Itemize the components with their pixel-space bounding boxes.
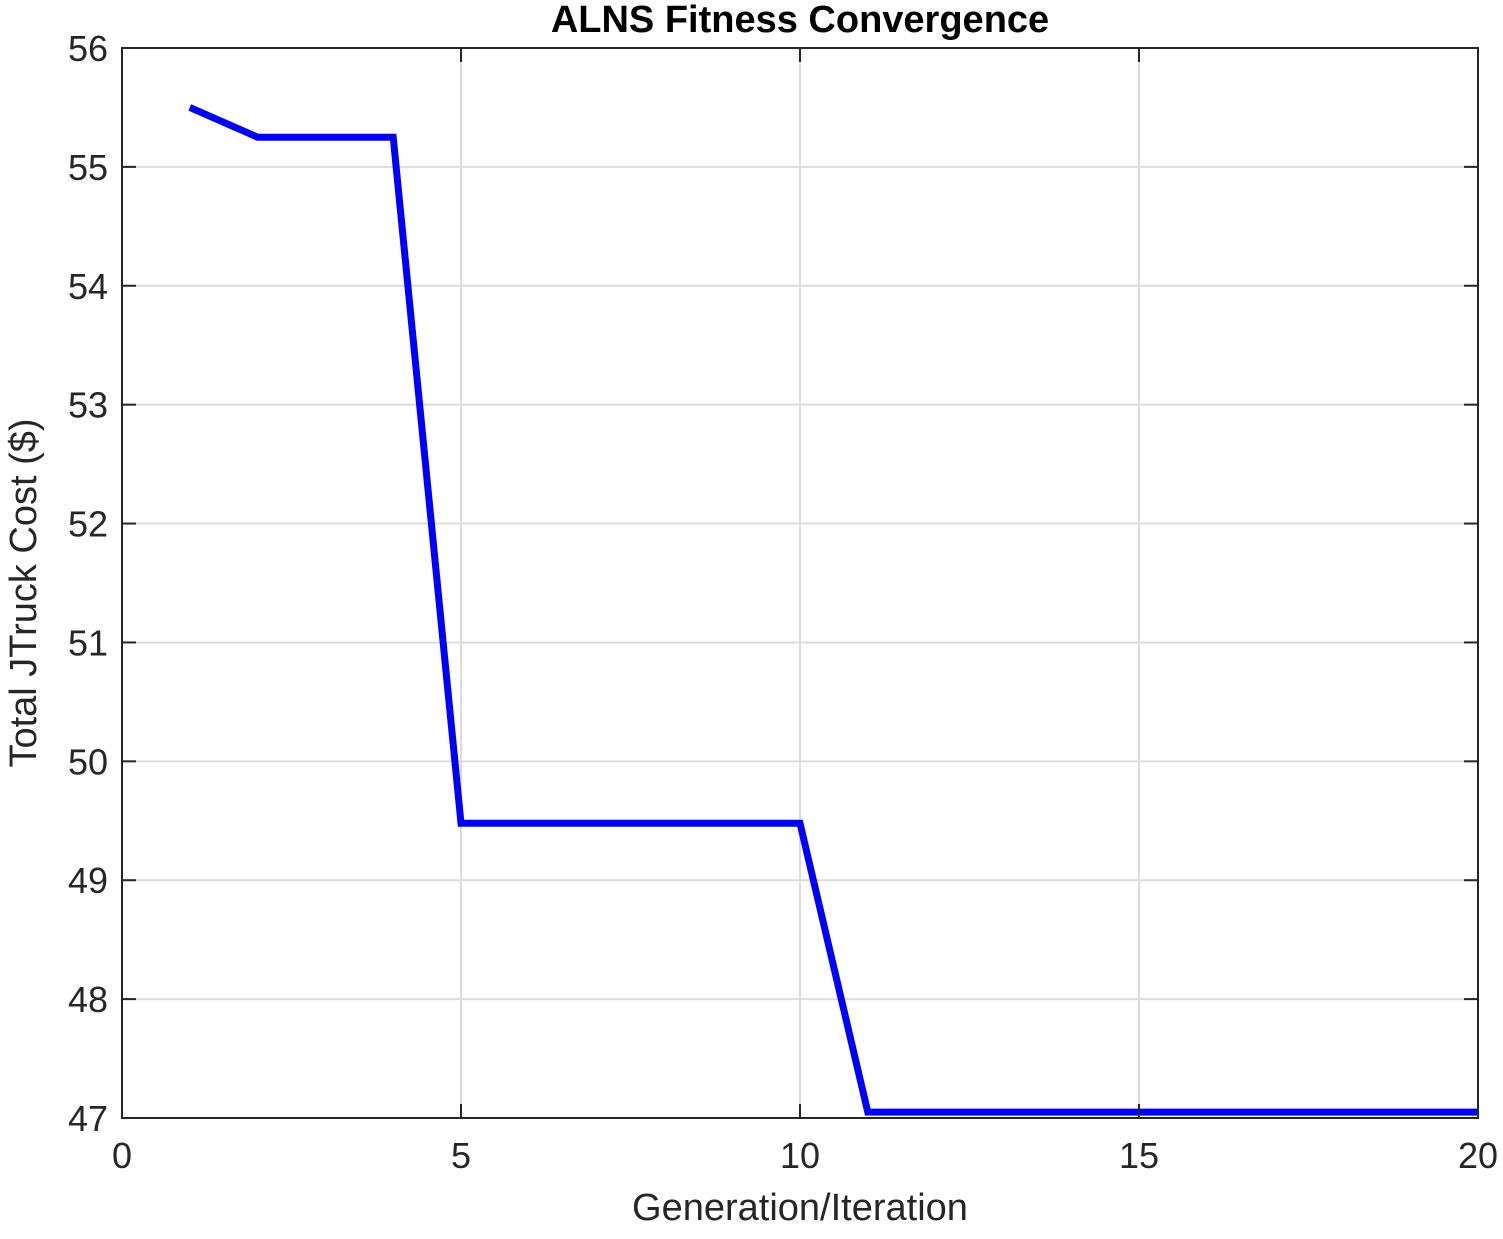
x-tick-label: 10 [780, 1135, 820, 1176]
y-tick-label: 55 [68, 147, 108, 188]
x-tick-label: 20 [1458, 1135, 1498, 1176]
y-tick-label: 53 [68, 385, 108, 426]
x-tick-labels: 0 5 10 15 20 [112, 1135, 1498, 1176]
grid [122, 48, 1478, 1118]
x-tick-label: 5 [451, 1135, 471, 1176]
x-tick-label: 15 [1119, 1135, 1159, 1176]
y-tick-label: 47 [68, 1098, 108, 1139]
y-tick-label: 56 [68, 28, 108, 69]
chart-title: ALNS Fitness Convergence [551, 0, 1049, 41]
series-layer [188, 104, 1478, 1116]
y-tick-label: 51 [68, 622, 108, 663]
y-tick-label: 52 [68, 504, 108, 545]
series-line [188, 104, 1478, 1116]
x-tick-label: 0 [112, 1135, 132, 1176]
y-tick-label: 54 [68, 266, 108, 307]
y-tick-labels: 47 48 49 50 51 52 53 54 55 56 [68, 28, 108, 1139]
tick-marks [121, 47, 1479, 1119]
y-tick-label: 50 [68, 741, 108, 782]
y-tick-label: 48 [68, 979, 108, 1020]
y-axis-label: Total JTruck Cost ($) [3, 418, 45, 767]
x-axis-label: Generation/Iteration [632, 1187, 968, 1229]
y-tick-label: 49 [68, 860, 108, 901]
